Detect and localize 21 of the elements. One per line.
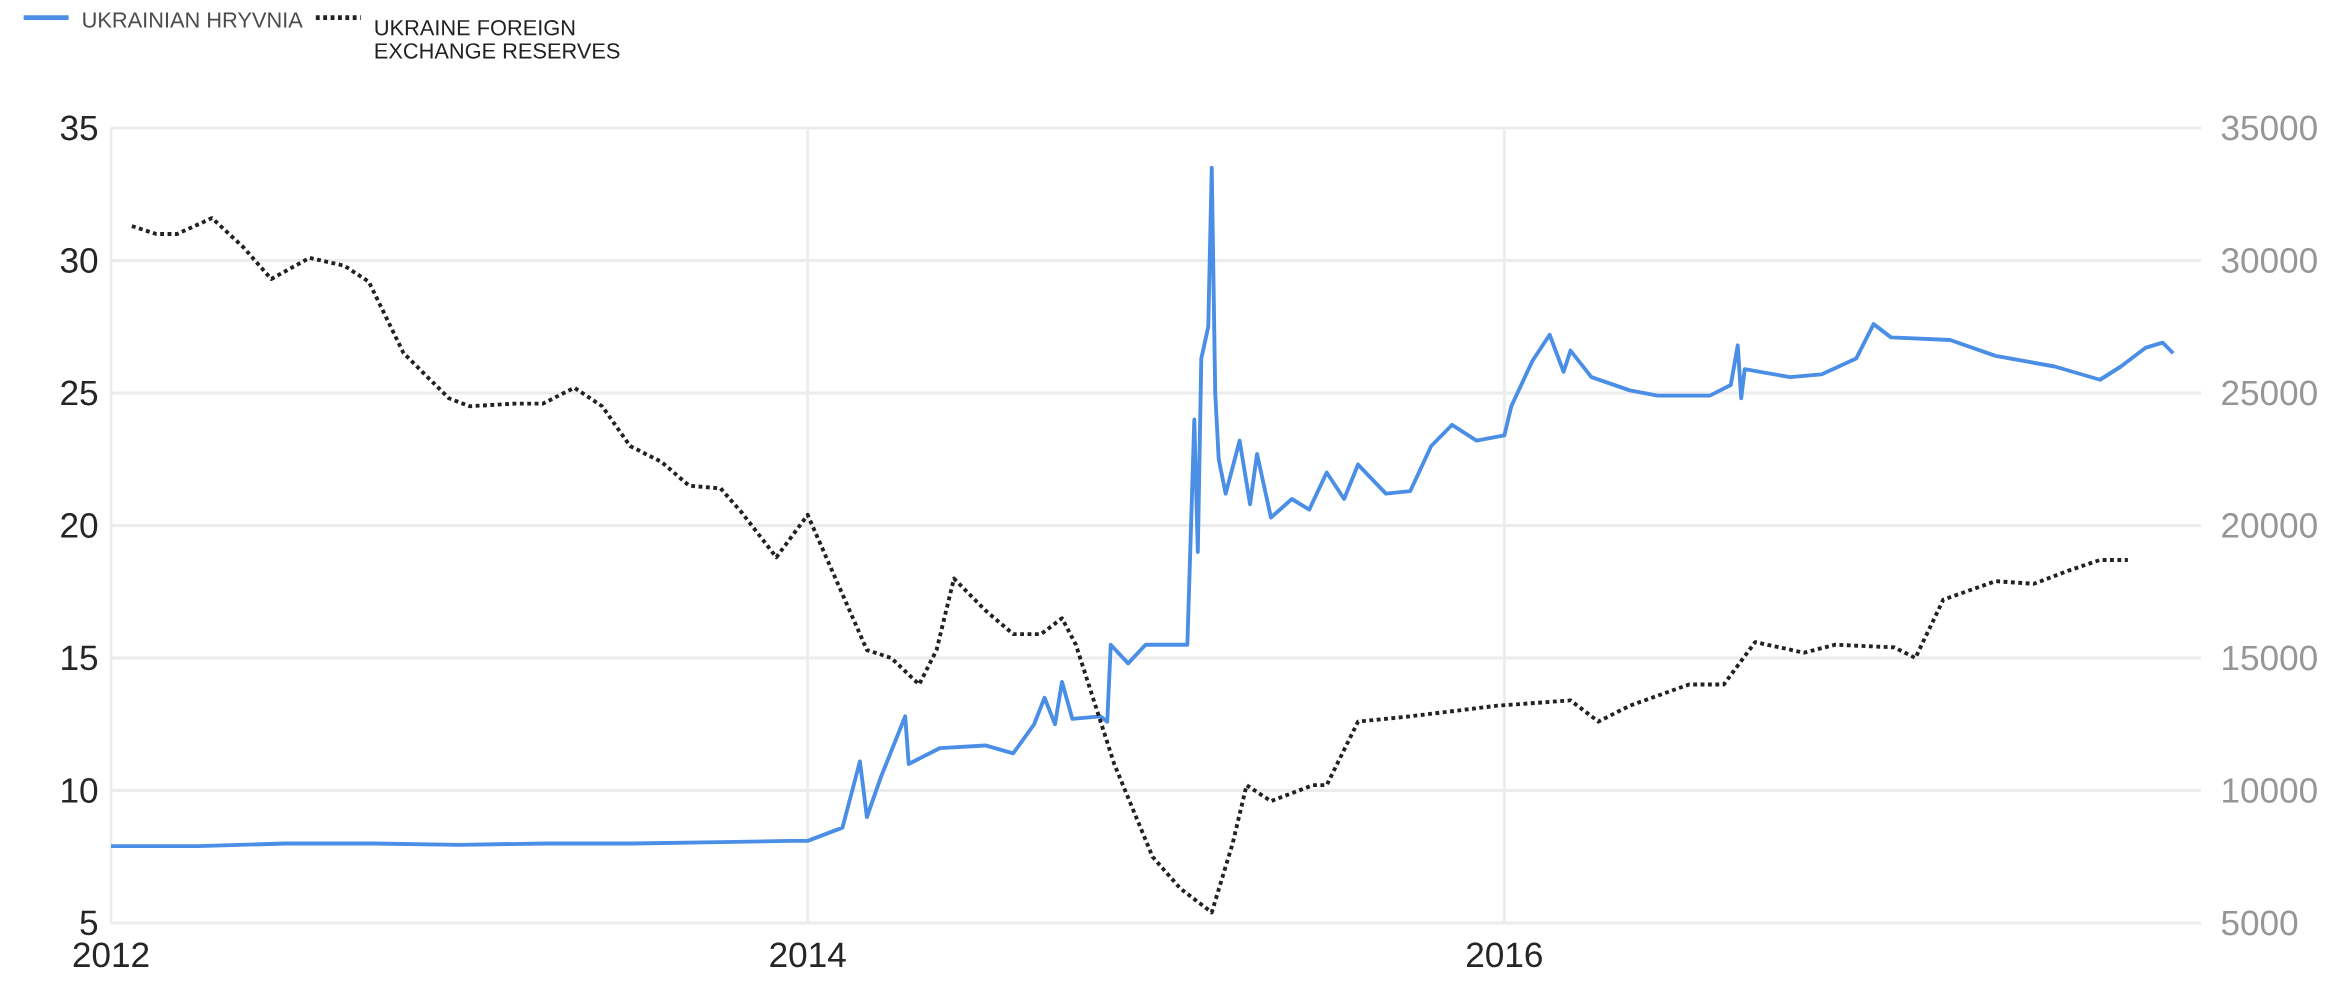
line-series: [111, 165, 2176, 849]
y-tick-label: 35: [60, 115, 98, 141]
x-tick-label: 2016: [1467, 942, 1542, 968]
y-tick-label: 30: [60, 248, 98, 273]
y2-tick-label: 5000: [2221, 910, 2298, 936]
y2-tick-label: 35000: [2221, 115, 2317, 141]
y2-tick-label: 10000: [2223, 778, 2317, 803]
y2-tick-label: 25000: [2222, 380, 2317, 406]
text: UKRAINE FOREIGN EXCHANGE RESERVES: [375, 20, 620, 59]
legend-label: UKRAINIAN HRYVNIA: [83, 12, 303, 28]
y-tick-label: 10: [62, 778, 98, 803]
x-tick-label: 2014: [770, 942, 846, 968]
y-tick-label: 25: [61, 380, 98, 406]
y2-tick-label: 15000: [2223, 645, 2317, 671]
y2-tick-label: 20000: [2222, 513, 2317, 538]
line-series: [129, 216, 2130, 915]
y-tick-label: 20: [61, 513, 98, 538]
x-tick-label: 2012: [73, 942, 149, 968]
y-tick-label: 5: [80, 910, 98, 936]
y-tick-label: 15: [62, 645, 98, 671]
y2-tick-label: 30000: [2221, 248, 2317, 273]
